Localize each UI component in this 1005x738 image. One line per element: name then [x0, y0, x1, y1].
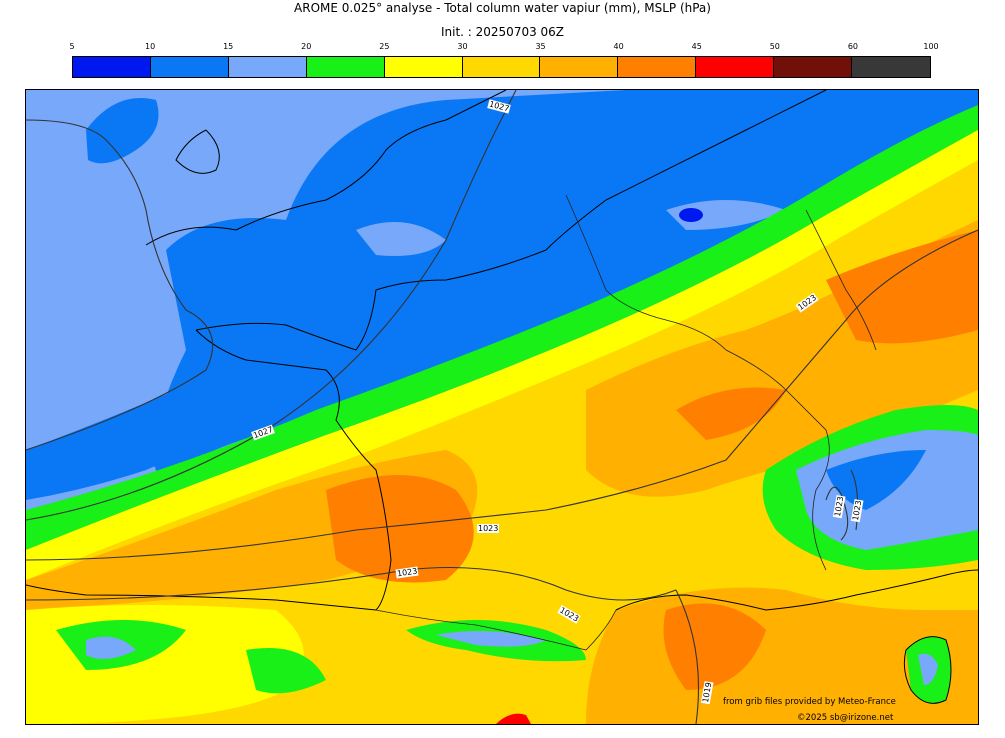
colorbar-tick-label: 25: [379, 42, 390, 51]
field-15-20-island: [356, 222, 446, 256]
colorbar-segment: [540, 57, 619, 77]
colorbar-segment: [774, 57, 853, 77]
field-20-25-front: [26, 105, 978, 550]
field-15-20-pyrenees: [436, 631, 546, 647]
colorbar-segment: [73, 57, 151, 77]
colorbar-tick-label: 60: [847, 42, 858, 51]
colorbar-tick-label: 20: [301, 42, 312, 51]
colorbar-tick-label: 45: [691, 42, 702, 51]
colorbar: [72, 56, 931, 78]
field-45-50: [496, 713, 531, 724]
coastlines: [26, 90, 978, 704]
source-credit: from grib files provided by Meteo-France: [723, 697, 896, 707]
field-10-15-west: [26, 387, 256, 500]
colorbar-segment: [306, 57, 385, 77]
map-panel: 1027 1027 1023 1023 1023 1023 1023 1023 1019: [25, 89, 979, 725]
field-15-20-island: [666, 200, 786, 230]
field-40-45: [326, 475, 474, 583]
colorbar-segment: [618, 57, 697, 77]
colorbar-tick-label: 100: [923, 42, 939, 51]
colorbar-segment: [228, 57, 307, 77]
colorbar-segment: [150, 57, 229, 77]
field-5-10-spot: [679, 208, 703, 222]
chart-title: AROME 0.025° analyse - Total column wate…: [294, 1, 711, 15]
field-10-15-band: [153, 90, 978, 475]
field-40-45-east: [826, 230, 978, 344]
map-canvas: [26, 90, 978, 724]
field-25-30-band: [26, 130, 978, 580]
init-time: Init. : 20250703 06Z: [440, 25, 565, 39]
colorbar-tick-label: 15: [223, 42, 234, 51]
colorbar-tick-label: 35: [535, 42, 546, 51]
field-10-15-alps: [826, 450, 926, 510]
colorbar-tick-label: 10: [144, 42, 156, 51]
colorbar-segment: [696, 57, 775, 77]
colorbar-segment: [462, 57, 541, 77]
colorbar-segment: [384, 57, 463, 77]
colorbar-tick-label: 30: [457, 42, 468, 51]
field-40-45-patch: [676, 387, 786, 440]
field-10-15-atlantic: [86, 98, 159, 164]
field-15-20-spain: [86, 636, 136, 659]
borders: [375, 194, 877, 651]
colorbar-tick-label: 5: [69, 42, 75, 51]
colorbar-tick-label: 40: [613, 42, 624, 51]
isobar-label: 1023: [477, 524, 500, 533]
colorbar-tick-label: 50: [769, 42, 780, 51]
field-15-20-corsica: [918, 653, 938, 685]
isobars: [26, 90, 978, 724]
field-40-45-med: [663, 603, 766, 690]
copyright-credit: ©2025 sb@irizone.net: [797, 713, 894, 723]
field-20-25-spain: [246, 648, 326, 694]
colorbar-segment: [852, 57, 930, 77]
